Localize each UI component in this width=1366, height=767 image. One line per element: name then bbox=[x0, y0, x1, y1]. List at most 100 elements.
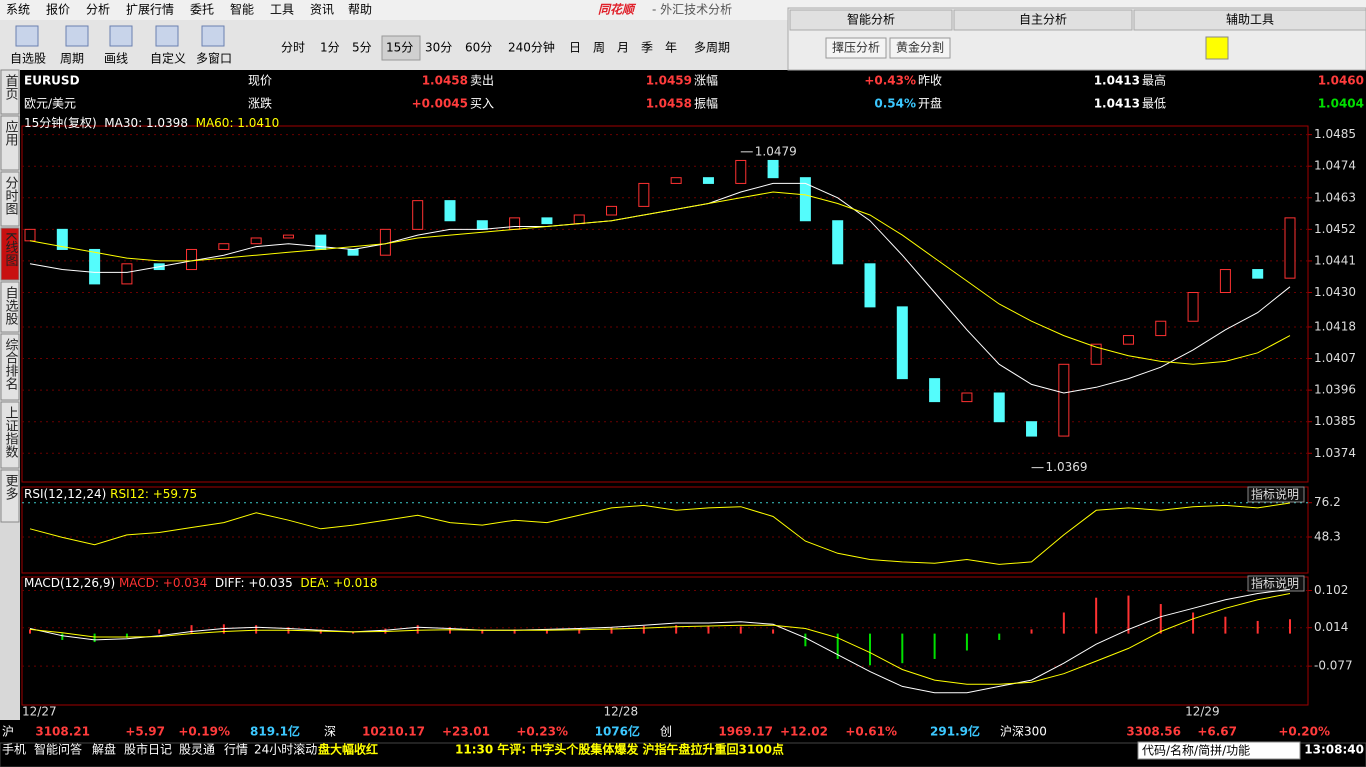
menu-item[interactable]: 资讯 bbox=[310, 3, 334, 17]
candle bbox=[121, 263, 133, 285]
period-button[interactable]: 分时 bbox=[281, 41, 305, 55]
period-button[interactable]: 30分 bbox=[425, 41, 452, 55]
color-swatch[interactable] bbox=[1205, 36, 1229, 60]
quote-value: 0.54% bbox=[874, 97, 916, 111]
tool-button[interactable]: 自定义 bbox=[150, 51, 186, 66]
menu-item[interactable]: 智能 bbox=[230, 2, 254, 17]
menu-item[interactable]: 系统 bbox=[6, 3, 30, 17]
quote-value: +0.0045 bbox=[412, 97, 468, 111]
window-title: - 外汇技术分析 bbox=[652, 3, 732, 17]
headline[interactable]: 盘大幅收红 bbox=[318, 742, 378, 757]
tool-icon[interactable] bbox=[109, 25, 133, 47]
search-placeholder: 代码/名称/简拼/功能 bbox=[1142, 743, 1250, 758]
candle bbox=[961, 392, 973, 403]
candle bbox=[56, 228, 68, 250]
y-tick-label: 0.014 bbox=[1314, 620, 1348, 634]
candle bbox=[1155, 320, 1167, 337]
tool-button[interactable]: 多窗口 bbox=[196, 52, 232, 66]
period-button[interactable]: 15分 bbox=[386, 41, 413, 55]
sidebar-tab[interactable] bbox=[0, 115, 20, 171]
line bbox=[29, 502, 1291, 565]
legend: 15分钟(复权) MA30: 1.0398 MA60: 1.0410 bbox=[24, 115, 287, 130]
candle bbox=[24, 228, 36, 242]
y-tick-label: 1.0374 bbox=[1314, 446, 1356, 460]
tool-button[interactable]: 周期 bbox=[60, 52, 84, 66]
sidebar-tab[interactable] bbox=[0, 281, 20, 333]
chart-subtitle: 15分钟(复权) bbox=[24, 115, 104, 130]
tool-icon[interactable] bbox=[201, 25, 225, 47]
status-item[interactable]: 智能问答 bbox=[34, 742, 82, 757]
sidebar-tab[interactable] bbox=[0, 469, 20, 523]
quote-value: 1.0413 bbox=[1094, 74, 1140, 88]
tool-icon[interactable] bbox=[15, 25, 39, 47]
status-item[interactable]: 股灵通 bbox=[179, 743, 215, 757]
period-button[interactable]: 240分钟 bbox=[508, 40, 555, 55]
legend-sep bbox=[293, 576, 301, 590]
status-item[interactable]: 股市日记 bbox=[124, 742, 172, 757]
sidebar-label: 首页 bbox=[3, 74, 19, 100]
legend-name: DEA bbox=[300, 576, 326, 590]
sidebar-tab[interactable] bbox=[0, 401, 20, 469]
status-item[interactable]: 手机 bbox=[2, 743, 26, 757]
period-button[interactable]: 季 bbox=[641, 41, 653, 55]
candle bbox=[864, 263, 876, 308]
annotation: 1.0369 bbox=[1046, 460, 1088, 474]
candle bbox=[702, 177, 714, 184]
period-button[interactable]: 年 bbox=[665, 41, 677, 55]
quote-label: 买入 bbox=[470, 97, 494, 111]
ticker-amount: 1076亿 bbox=[595, 724, 640, 739]
quote-title: 欧元/美元 bbox=[24, 97, 76, 111]
chart-title: MACD(12,26,9) bbox=[24, 576, 119, 590]
period-button[interactable]: 日 bbox=[569, 41, 581, 55]
ticker-value: 10210.17 bbox=[362, 725, 425, 739]
panel-button[interactable] bbox=[825, 37, 887, 59]
quote-label: 最高 bbox=[1142, 73, 1166, 88]
period-button[interactable]: 月 bbox=[617, 41, 629, 55]
candle bbox=[89, 248, 101, 285]
tool-button[interactable]: 自选股 bbox=[10, 52, 46, 66]
period-button[interactable]: 1分 bbox=[320, 41, 340, 55]
sidebar-label: 综合排名 bbox=[3, 338, 19, 390]
candle bbox=[476, 220, 488, 230]
ticker-change: +23.01 bbox=[442, 725, 490, 739]
menu-item[interactable]: 委托 bbox=[190, 3, 214, 17]
panel-button[interactable] bbox=[889, 37, 951, 59]
status-item[interactable]: 行情 bbox=[224, 743, 248, 757]
y-tick-label: 1.0418 bbox=[1314, 319, 1356, 333]
status-item[interactable]: 24小时滚动 bbox=[254, 742, 317, 757]
menu-item[interactable]: 分析 bbox=[86, 3, 110, 17]
ticker-pct: +0.61% bbox=[845, 725, 897, 739]
sidebar-tab[interactable] bbox=[0, 171, 20, 227]
quote-value: 1.0459 bbox=[646, 74, 692, 88]
menu-item[interactable]: 帮助 bbox=[348, 3, 372, 17]
period-button[interactable]: 60分 bbox=[465, 41, 492, 55]
status-item[interactable]: 解盘 bbox=[92, 742, 116, 757]
ticker-value: 3108.21 bbox=[35, 725, 90, 739]
menu-item[interactable]: 扩展行情 bbox=[126, 3, 174, 17]
sidebar-tab[interactable] bbox=[0, 333, 20, 401]
quote-label: 振幅 bbox=[694, 96, 718, 111]
tool-icon[interactable] bbox=[155, 25, 179, 47]
y-tick-label: -0.077 bbox=[1314, 659, 1353, 673]
search-box[interactable] bbox=[1137, 741, 1301, 760]
period-button[interactable]: 多周期 bbox=[694, 41, 730, 55]
tool-icon[interactable] bbox=[65, 25, 89, 47]
period-active bbox=[381, 35, 421, 61]
quote-label: 最低 bbox=[1142, 97, 1166, 111]
sidebar-tab[interactable] bbox=[0, 69, 20, 115]
legend-sep bbox=[188, 116, 196, 130]
candle bbox=[670, 177, 682, 184]
y-tick-label: 76.2 bbox=[1314, 495, 1341, 509]
news[interactable]: 11:30 午评: 中字头个股集体爆发 沪指午盘拉升重回3100点 bbox=[455, 742, 784, 757]
period-button[interactable]: 周 bbox=[593, 41, 605, 55]
candle bbox=[832, 220, 844, 265]
y-tick-label: 1.0385 bbox=[1314, 414, 1356, 428]
menu-item[interactable]: 工具 bbox=[270, 3, 294, 17]
quote-label: 现价 bbox=[248, 74, 272, 88]
menu-item[interactable]: 报价 bbox=[46, 2, 70, 17]
legend-value: : 1.0398 bbox=[138, 116, 188, 130]
tool-button[interactable]: 画线 bbox=[104, 52, 128, 66]
period-button[interactable]: 5分 bbox=[352, 41, 372, 55]
sidebar-tab[interactable] bbox=[0, 227, 20, 281]
indicator-button[interactable] bbox=[1247, 486, 1305, 503]
